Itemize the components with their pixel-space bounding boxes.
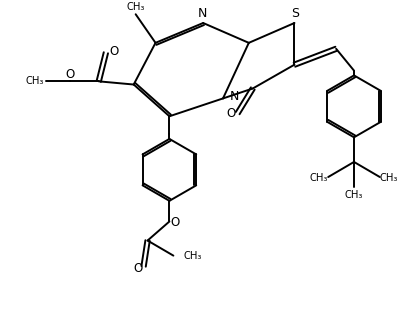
Text: CH₃: CH₃ bbox=[344, 190, 362, 200]
Text: O: O bbox=[170, 216, 180, 229]
Text: O: O bbox=[65, 68, 75, 81]
Text: O: O bbox=[133, 262, 142, 275]
Text: O: O bbox=[225, 107, 235, 121]
Text: N: N bbox=[197, 7, 207, 20]
Text: CH₃: CH₃ bbox=[25, 76, 43, 86]
Text: S: S bbox=[291, 7, 298, 20]
Text: N: N bbox=[229, 90, 238, 103]
Text: CH₃: CH₃ bbox=[126, 2, 144, 12]
Text: CH₃: CH₃ bbox=[309, 173, 327, 183]
Text: O: O bbox=[109, 45, 118, 59]
Text: CH₃: CH₃ bbox=[183, 251, 201, 261]
Text: CH₃: CH₃ bbox=[379, 173, 397, 183]
